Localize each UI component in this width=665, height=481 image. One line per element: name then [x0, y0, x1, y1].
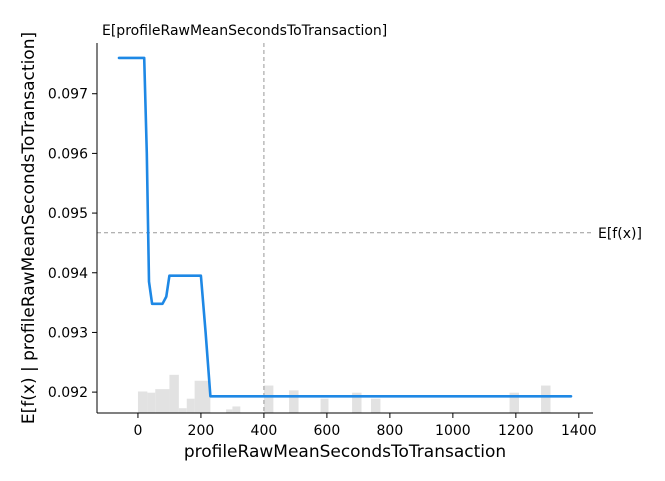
- histogram-bar-0: [137, 391, 148, 413]
- histogram-bar-8: [232, 406, 241, 413]
- x-axis-label: profileRawMeanSecondsToTransaction: [184, 442, 506, 462]
- series-layer: [117, 56, 573, 398]
- histogram-bar-11: [320, 398, 329, 413]
- x-tick-label: 600: [314, 423, 341, 439]
- x-tick-label: 1000: [435, 423, 471, 439]
- histogram-bar-1: [147, 392, 156, 413]
- y-axis-label: E[f(x) | profileRawMeanSecondsToTransact…: [19, 32, 39, 424]
- x-tick-label: 1200: [498, 423, 534, 439]
- expected-value-label: E[f(x)]: [598, 226, 642, 242]
- y-tick-label: 0.096: [48, 146, 88, 162]
- axes: 0 200 400 600 800 1000 1200 1400 0.092 0.093 0.094…: [48, 43, 597, 439]
- histogram: [137, 374, 551, 413]
- histogram-bar-14: [509, 392, 519, 413]
- histogram-bar-12: [352, 392, 362, 413]
- histogram-bar-15: [541, 385, 551, 413]
- y-tick-label: 0.093: [48, 325, 88, 341]
- histogram-bar-10: [289, 390, 299, 413]
- y-tick-label: 0.094: [48, 266, 88, 282]
- histogram-bar-5: [186, 398, 195, 413]
- x-tick-label: 200: [188, 423, 215, 439]
- expected-feature-label: E[profileRawMeanSecondsToTransaction]: [102, 23, 387, 39]
- y-tick-label: 0.095: [48, 206, 88, 222]
- x-tick-label: 1400: [561, 423, 597, 439]
- histogram-bar-9: [263, 385, 274, 413]
- reference-lines: [97, 43, 593, 413]
- x-tick-label: 400: [251, 423, 278, 439]
- histogram-bar-7: [226, 409, 233, 413]
- histogram-bar-3: [169, 374, 179, 413]
- x-tick-label: 800: [377, 423, 404, 439]
- x-tick-label: 0: [133, 423, 142, 439]
- histogram-bar-4: [178, 408, 187, 413]
- histogram-bar-2: [155, 389, 170, 413]
- dependence-line-0: [117, 56, 573, 398]
- histogram-bar-6: [194, 380, 211, 413]
- y-tick-label: 0.092: [48, 385, 88, 401]
- histogram-bar-13: [370, 398, 381, 413]
- y-tick-label: 0.097: [48, 87, 88, 103]
